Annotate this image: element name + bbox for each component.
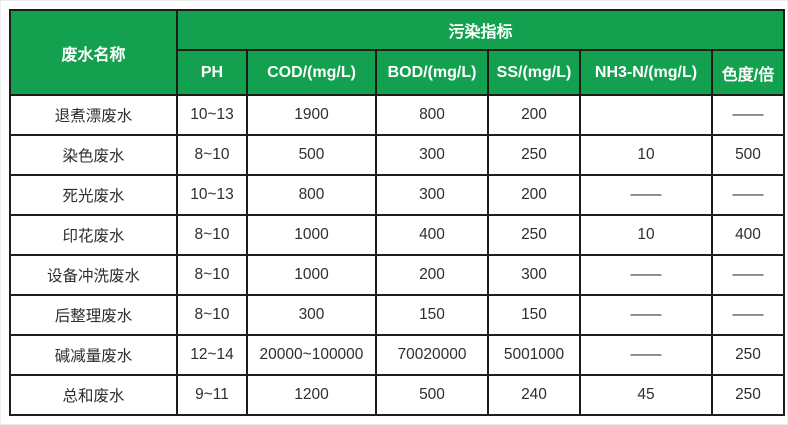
cell-ss: 250 [487,134,581,176]
table-row: 碱减量废水 12~14 20000~100000 70020000 500100… [9,334,786,376]
header-bod: BOD/(mg/L) [375,49,489,96]
cell-cod: 300 [246,294,377,336]
table-row: 总和废水 9~11 1200 500 240 45 250 [9,374,786,416]
cell-bod: 400 [375,214,489,256]
cell-ph: 8~10 [176,254,248,296]
cell-ss: 200 [487,94,581,136]
table-row: 退煮漂废水 10~13 1900 800 200 —— [9,94,786,136]
cell-cod: 1900 [246,94,377,136]
header-ph: PH [176,49,248,96]
header-wastewater-name: 废水名称 [9,9,178,96]
header-nh3n: NH3-N/(mg/L) [579,49,713,96]
cell-nh3n: 10 [579,134,713,176]
header-pollution-indicators: 污染指标 [175,9,786,51]
cell-ss: 240 [487,374,581,416]
cell-cod: 20000~100000 [246,334,377,376]
table-row: 死光废水 10~13 800 300 200 —— —— [9,174,786,216]
cell-name: 退煮漂废水 [9,94,178,136]
cell-ph: 8~10 [176,134,248,176]
header-ss: SS/(mg/L) [487,49,581,96]
cell-ph: 8~10 [176,294,248,336]
cell-cod: 500 [246,134,377,176]
cell-ph: 8~10 [176,214,248,256]
cell-cod: 1000 [246,254,377,296]
cell-cod: 1000 [246,214,377,256]
cell-nh3n: —— [579,174,713,216]
cell-name: 染色废水 [9,134,178,176]
cell-ph: 12~14 [176,334,248,376]
header-cod: COD/(mg/L) [246,49,377,96]
cell-nh3n: 45 [579,374,713,416]
header-chroma: 色度/倍 [710,49,786,96]
cell-ph: 10~13 [176,174,248,216]
cell-bod: 300 [375,134,489,176]
cell-ph: 9~11 [176,374,248,416]
cell-chroma: 400 [710,214,786,256]
table-row: 后整理废水 8~10 300 150 150 —— —— [9,294,786,336]
cell-name: 总和废水 [9,374,178,416]
cell-chroma: —— [710,254,786,296]
cell-ss: 200 [487,174,581,216]
cell-cod: 1200 [246,374,377,416]
cell-chroma: —— [710,94,786,136]
cell-name: 死光废水 [9,174,178,216]
cell-ss: 150 [487,294,581,336]
cell-chroma: 250 [710,374,786,416]
cell-bod: 800 [375,94,489,136]
cell-bod: 500 [375,374,489,416]
cell-name: 印花废水 [9,214,178,256]
cell-name: 碱减量废水 [9,334,178,376]
cell-bod: 300 [375,174,489,216]
cell-ss: 300 [487,254,581,296]
cell-name: 后整理废水 [9,294,178,336]
cell-chroma: —— [710,174,786,216]
cell-nh3n: —— [579,294,713,336]
cell-bod: 150 [375,294,489,336]
cell-chroma: —— [710,294,786,336]
cell-nh3n: —— [579,254,713,296]
cell-nh3n: —— [579,334,713,376]
wastewater-indicators-table: 废水名称 污染指标 PH COD/(mg/L) BOD/(mg/L) SS/(m… [9,9,786,416]
table-row: 印花废水 8~10 1000 400 250 10 400 [9,214,786,256]
cell-bod: 70020000 [375,334,489,376]
cell-ss: 250 [487,214,581,256]
cell-nh3n [579,94,713,136]
cell-ph: 10~13 [176,94,248,136]
cell-cod: 800 [246,174,377,216]
cell-bod: 200 [375,254,489,296]
cell-ss: 5001000 [487,334,581,376]
table-row: 设备冲洗废水 8~10 1000 200 300 —— —— [9,254,786,296]
cell-nh3n: 10 [579,214,713,256]
cell-name: 设备冲洗废水 [9,254,178,296]
cell-chroma: 250 [710,334,786,376]
table-row: 染色废水 8~10 500 300 250 10 500 [9,134,786,176]
cell-chroma: 500 [710,134,786,176]
